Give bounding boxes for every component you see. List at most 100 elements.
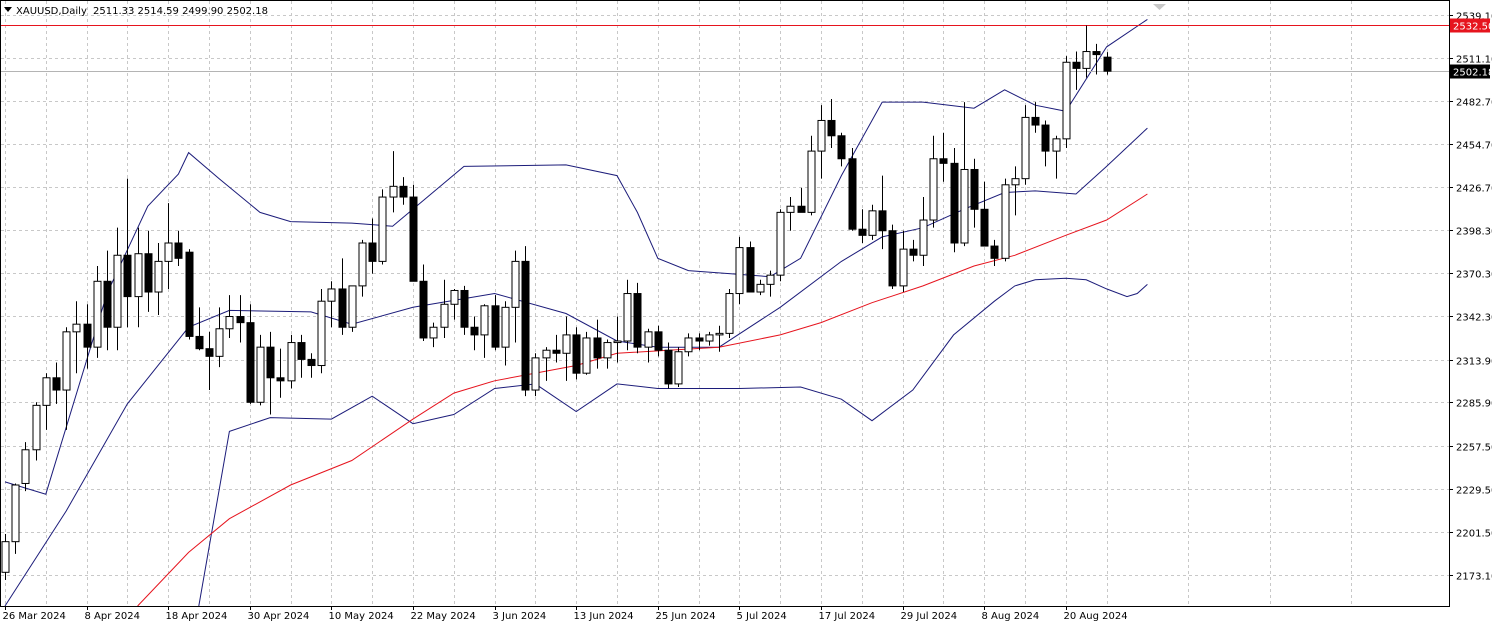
candle-body-up bbox=[725, 293, 734, 334]
candle-body-up bbox=[317, 300, 326, 367]
candle-body-up bbox=[960, 168, 969, 244]
candle-body-down bbox=[174, 242, 183, 259]
candle-body-up bbox=[786, 205, 795, 213]
symbol-timeframe: XAUUSD,Daily bbox=[16, 6, 87, 17]
candle-body-up bbox=[62, 331, 71, 391]
candle-body-up bbox=[735, 247, 744, 295]
y-tick-label: 2201.50 bbox=[1456, 529, 1492, 540]
y-tick-label: 2454.70 bbox=[1456, 141, 1492, 152]
candle-body-down bbox=[246, 322, 255, 403]
price-levels bbox=[1, 25, 1449, 72]
y-tick-label: 2398.30 bbox=[1456, 227, 1492, 238]
candle-body-down bbox=[338, 288, 347, 328]
candle-body-down bbox=[848, 158, 857, 230]
candle-body-down bbox=[123, 254, 132, 298]
y-tick-label: 2482.70 bbox=[1456, 98, 1492, 109]
candle-body-up bbox=[817, 119, 826, 152]
candle-body-up bbox=[531, 357, 540, 391]
y-tick-label: 2370.30 bbox=[1456, 270, 1492, 281]
candle-body-up bbox=[542, 349, 551, 359]
chart-header: XAUUSD,Daily 2511.33 2514.59 2499.90 250… bbox=[4, 4, 1166, 17]
candle-body-up bbox=[1001, 184, 1010, 259]
candle-body-down bbox=[980, 208, 989, 247]
candle-body-down bbox=[236, 316, 245, 324]
chart-frame bbox=[0, 0, 1450, 607]
candle-body-down bbox=[297, 342, 306, 360]
grid bbox=[1, 1, 1449, 606]
candles bbox=[1, 25, 1112, 580]
candle-body-down bbox=[144, 253, 153, 293]
candle-body-up bbox=[225, 316, 234, 330]
candle-body-up bbox=[450, 289, 459, 305]
candle-body-up bbox=[32, 404, 41, 451]
candle-body-up bbox=[21, 449, 30, 484]
candle-body-down bbox=[746, 247, 755, 293]
candle-body-down bbox=[1103, 56, 1112, 72]
y-tick-label: 2426.70 bbox=[1456, 184, 1492, 195]
triangle-down-icon[interactable] bbox=[4, 7, 12, 12]
x-tick-label: 22 May 2024 bbox=[411, 611, 476, 622]
candle-body-up bbox=[776, 211, 785, 276]
candle-body-up bbox=[1021, 116, 1030, 180]
candle-body-down bbox=[888, 230, 897, 287]
x-tick-label: 8 Apr 2024 bbox=[85, 611, 140, 622]
x-tick-label: 25 Jun 2024 bbox=[656, 611, 716, 622]
candle-body-down bbox=[368, 242, 377, 262]
candle-body-down bbox=[103, 280, 112, 328]
candle-body-down bbox=[950, 162, 959, 244]
candle-body-down bbox=[1031, 116, 1040, 126]
candle-body-down bbox=[195, 335, 204, 350]
resistance-label-bg bbox=[1450, 18, 1490, 33]
candle-body-down bbox=[276, 377, 285, 382]
candle-body-up bbox=[11, 484, 20, 543]
candle-body-up bbox=[562, 334, 571, 354]
y-tick-label: 2342.30 bbox=[1456, 313, 1492, 324]
x-tick-label: 13 Jun 2024 bbox=[574, 611, 634, 622]
x-tick-label: 8 Aug 2024 bbox=[982, 611, 1040, 622]
candle-body-up bbox=[154, 260, 163, 293]
candle-body-up bbox=[766, 274, 775, 285]
candle-body-down bbox=[205, 348, 214, 357]
candle-body-up bbox=[429, 326, 438, 339]
resistance-label: 2532.50 bbox=[1453, 22, 1492, 33]
x-tick-label: 17 Jul 2024 bbox=[819, 611, 876, 622]
candle-body-down bbox=[695, 337, 704, 342]
candle-body-down bbox=[970, 168, 979, 210]
candle-body-up bbox=[113, 254, 122, 328]
candle-body-down bbox=[593, 337, 602, 359]
candle-body-down bbox=[460, 289, 469, 328]
y-tick-label: 2511.10 bbox=[1456, 55, 1492, 66]
candle-body-down bbox=[797, 205, 806, 213]
candle-body-up bbox=[919, 219, 928, 256]
x-tick-label: 26 Mar 2024 bbox=[3, 611, 66, 622]
candle-body-down bbox=[837, 135, 846, 160]
candle-body-up bbox=[868, 210, 877, 236]
candle-body-down bbox=[878, 210, 887, 232]
ohlc-values: 2511.33 2514.59 2499.90 2502.18 bbox=[93, 6, 268, 17]
y-tick-label: 2539.10 bbox=[1456, 12, 1492, 23]
bollinger-lower-line bbox=[198, 277, 1148, 607]
y-tick-label: 2313.90 bbox=[1456, 357, 1492, 368]
candle-body-down bbox=[419, 280, 428, 339]
candle-body-up bbox=[582, 337, 591, 374]
candle-body-down bbox=[939, 158, 948, 164]
scroll-marker-icon[interactable] bbox=[1153, 4, 1166, 10]
candle-body-up bbox=[164, 242, 173, 262]
candle-body-up bbox=[899, 248, 908, 287]
candle-body-down bbox=[1041, 124, 1050, 152]
x-tick-label: 5 Jul 2024 bbox=[737, 611, 787, 622]
candle-body-down bbox=[399, 185, 408, 198]
candle-body-up bbox=[1052, 138, 1061, 152]
candle-body-down bbox=[664, 349, 673, 385]
x-tick-label: 18 Apr 2024 bbox=[166, 611, 228, 622]
candle-body-up bbox=[613, 340, 622, 344]
x-tick-label: 29 Jul 2024 bbox=[901, 611, 958, 622]
candle-body-down bbox=[858, 228, 867, 236]
candle-body-down bbox=[633, 293, 642, 348]
y-tick-label: 2229.50 bbox=[1456, 486, 1492, 497]
candle-body-up bbox=[603, 342, 612, 359]
candle-body-up bbox=[674, 351, 683, 385]
candle-body-up bbox=[623, 293, 632, 342]
